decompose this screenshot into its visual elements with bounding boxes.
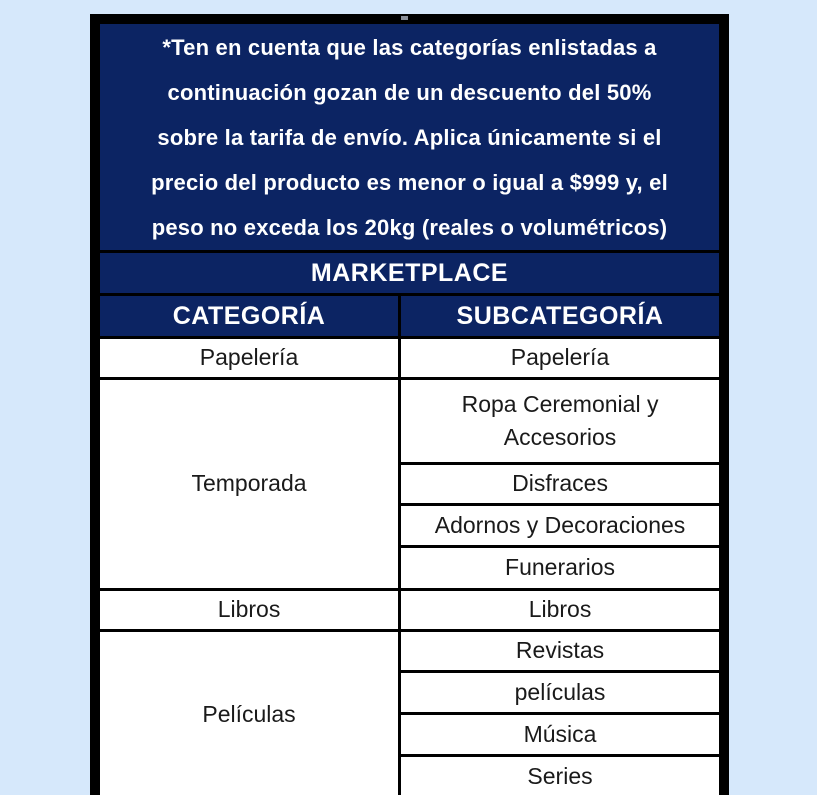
disclaimer-line-5: peso no exceda los 20kg (reales o volumé…	[151, 214, 668, 240]
category-cell-peliculas: Películas	[96, 629, 402, 795]
column-header-categoria: CATEGORÍA	[96, 293, 402, 339]
table-row: películas	[99, 670, 722, 715]
category-cell-libros: Libros	[96, 588, 402, 632]
subcategory-cell: Ropa Ceremonial y Accesorios	[398, 377, 722, 465]
subcategory-cell: Revistas	[398, 629, 722, 673]
category-cell-papeleria: Papelería	[96, 336, 402, 380]
disclaimer-line-2: continuación gozan de un descuento del 5…	[167, 79, 652, 105]
subcategory-cell: películas	[398, 670, 722, 715]
subcategory-cell: Disfraces	[398, 462, 722, 506]
table-row: Adornos y Decoraciones	[99, 503, 722, 548]
table-row: Series	[99, 754, 722, 795]
table-row: Funerarios	[99, 545, 722, 591]
table-row: Disfraces	[99, 462, 722, 506]
column-header-subcategoria: SUBCATEGORÍA	[398, 293, 722, 339]
category-cell-temporada: Temporada	[96, 377, 402, 591]
subcategory-cell: Adornos y Decoraciones	[398, 503, 722, 548]
table-row: Papelería Papelería	[96, 336, 722, 380]
table-title: MARKETPLACE	[97, 250, 722, 296]
subcategory-cell: Música	[398, 712, 722, 757]
subcategory-cell: Papelería	[398, 336, 722, 380]
marketplace-table: *Ten en cuenta que las categorías enlist…	[96, 21, 722, 795]
disclaimer-line-4: precio del producto es menor o igual a $…	[151, 169, 668, 195]
disclaimer-line-3: sobre la tarifa de envío. Aplica únicame…	[157, 124, 662, 150]
top-border-mark	[401, 16, 408, 20]
subcategory-cell: Libros	[398, 588, 722, 632]
table-row: Música	[99, 712, 722, 757]
subcategory-cell: Series	[398, 754, 722, 795]
table-row: Libros Libros	[96, 588, 722, 632]
disclaimer-cell: *Ten en cuenta que las categorías enlist…	[97, 21, 722, 253]
table-row: Películas Revistas	[96, 629, 722, 795]
disclaimer-line-1: *Ten en cuenta que las categorías enlist…	[162, 34, 657, 60]
shipping-categories-table: *Ten en cuenta que las categorías enlist…	[90, 14, 729, 795]
disclaimer-row: *Ten en cuenta que las categorías enlist…	[97, 21, 722, 253]
subcategory-cell: Funerarios	[398, 545, 722, 591]
table-row: Temporada Ropa Ceremonial y Accesorios	[96, 377, 722, 591]
table-title-row: MARKETPLACE	[97, 250, 722, 296]
column-header-row: CATEGORÍA SUBCATEGORÍA	[96, 293, 722, 339]
